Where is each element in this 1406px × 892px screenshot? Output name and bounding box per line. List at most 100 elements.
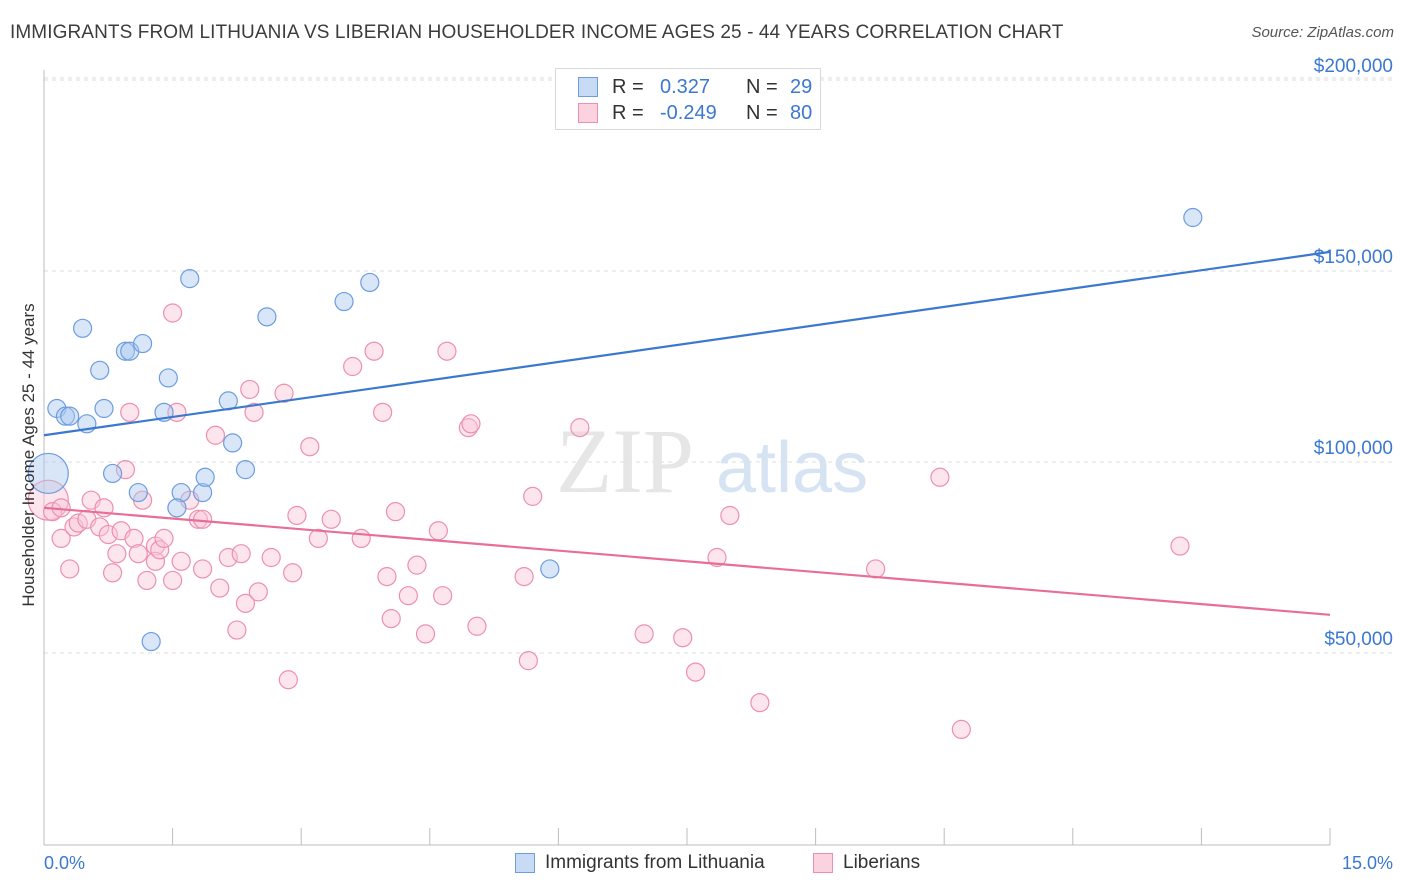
liberians-point xyxy=(231,544,251,564)
liberians-point xyxy=(321,509,341,529)
liberians-point xyxy=(377,566,397,587)
lithuania-point xyxy=(235,460,256,480)
lithuania-point xyxy=(90,360,110,380)
lithuania-point xyxy=(223,433,243,453)
liberians-point xyxy=(235,593,256,613)
lithuania-point xyxy=(360,272,380,293)
liberians-point xyxy=(163,303,183,323)
watermark-zip: ZIP xyxy=(556,410,694,512)
liberians-point xyxy=(385,502,406,522)
watermark-atlas: atlas xyxy=(716,428,868,508)
liberians-point xyxy=(171,551,191,571)
liberians-point xyxy=(351,528,371,549)
lithuania-point xyxy=(72,318,93,338)
liberians-point xyxy=(98,524,118,545)
liberians-point xyxy=(461,414,481,434)
liberians-point xyxy=(523,486,543,506)
liberians-point xyxy=(278,670,298,690)
legend-row-liberians: R = -0.249 N = 80 xyxy=(578,100,812,126)
legend-r-label: R = xyxy=(612,75,644,98)
lithuania-point xyxy=(158,368,178,388)
lithuania-point xyxy=(27,452,69,495)
liberians-point xyxy=(107,544,127,564)
liberians-point xyxy=(300,437,320,457)
liberians-point xyxy=(102,563,123,583)
liberians-point xyxy=(210,578,230,598)
liberians-point xyxy=(120,402,140,422)
liberians-point xyxy=(308,528,328,549)
watermark: ZIP atlas xyxy=(556,410,868,512)
liberians-point xyxy=(240,379,260,400)
bottom-legend-label: Immigrants from Lithuania xyxy=(545,852,765,873)
legend-n-label: N = xyxy=(746,101,778,124)
bottom-swatch-lithuania xyxy=(515,853,535,873)
liberians-point xyxy=(570,418,590,438)
lithuania-point xyxy=(193,482,213,503)
legend-n-value: 29 xyxy=(790,75,813,98)
lithuania-point xyxy=(115,341,136,361)
liberians-point xyxy=(150,540,170,560)
liberians-point xyxy=(1170,536,1190,556)
liberians-point xyxy=(381,609,401,629)
legend-r-value: 0.327 xyxy=(660,75,711,98)
liberians-point xyxy=(467,616,487,636)
liberians-point xyxy=(193,559,213,579)
x-tick-label: 0.0% xyxy=(44,853,85,873)
liberians-point xyxy=(866,559,886,579)
chart-title: IMMIGRANTS FROM LITHUANIA VS LIBERIAN HO… xyxy=(10,22,1064,43)
liberians-point xyxy=(514,566,534,587)
liberians-point xyxy=(205,425,226,445)
lithuania-points xyxy=(27,207,1203,652)
lithuania-point xyxy=(141,631,161,652)
lithuania-point xyxy=(180,269,200,289)
liberians-point xyxy=(287,505,307,526)
y-tick-label: $100,000 xyxy=(1314,438,1393,459)
lithuania-point xyxy=(60,406,80,426)
liberians-point xyxy=(51,528,71,549)
bottom-legend-label: Liberians xyxy=(843,852,921,873)
liberians-point xyxy=(707,547,727,568)
liberians-point xyxy=(248,582,268,602)
y-tick-label: $150,000 xyxy=(1314,247,1393,268)
lithuania-point xyxy=(55,406,76,426)
liberians-point xyxy=(137,570,157,591)
legend-n-label: N = xyxy=(746,75,778,98)
liberians-point xyxy=(128,544,148,564)
liberians-point xyxy=(364,341,384,361)
liberians-point xyxy=(60,559,80,579)
lithuania-point xyxy=(167,498,187,518)
y-axis-label: Householder Income Ages 25 - 44 years xyxy=(19,303,38,606)
liberians-point xyxy=(145,551,166,571)
liberians-points xyxy=(27,303,1190,740)
liberians-point xyxy=(433,586,453,606)
liberians-point xyxy=(193,509,213,529)
liberians-point xyxy=(163,570,183,591)
liberians-point xyxy=(283,563,303,583)
correlation-legend: R = 0.327 N = 29 R = -0.249 N = 80 xyxy=(555,68,821,130)
lithuania-point xyxy=(1183,207,1203,228)
lithuania-point xyxy=(128,482,148,503)
liberians-point xyxy=(673,628,693,648)
axes xyxy=(43,70,1331,846)
liberians-point xyxy=(415,624,436,644)
liberians-point xyxy=(634,624,654,644)
liberians-point xyxy=(750,693,770,713)
liberians-point xyxy=(261,547,281,568)
legend-n-value: 80 xyxy=(790,101,813,124)
lithuania-point xyxy=(334,291,354,312)
y-tick-label: $50,000 xyxy=(1324,629,1393,650)
legend-swatch-lithuania xyxy=(578,77,598,97)
lithuania-point xyxy=(102,463,123,484)
legend-swatch-liberians xyxy=(578,103,598,123)
axis-labels: $50,000 $100,000 $150,000 $200,000 0.0% 15.0%… xyxy=(19,56,1393,873)
liberians-point xyxy=(218,547,238,568)
liberians-point xyxy=(437,341,457,361)
y-tick-label: $200,000 xyxy=(1314,56,1393,77)
legend-r-value: -0.249 xyxy=(660,101,717,124)
x-tick-label: 15.0% xyxy=(1342,853,1393,873)
trend-lines xyxy=(43,250,1331,616)
liberians-point xyxy=(274,383,294,403)
lithuania-point xyxy=(540,559,560,579)
bottom-legend-lithuania: Immigrants from Lithuania xyxy=(515,852,765,874)
